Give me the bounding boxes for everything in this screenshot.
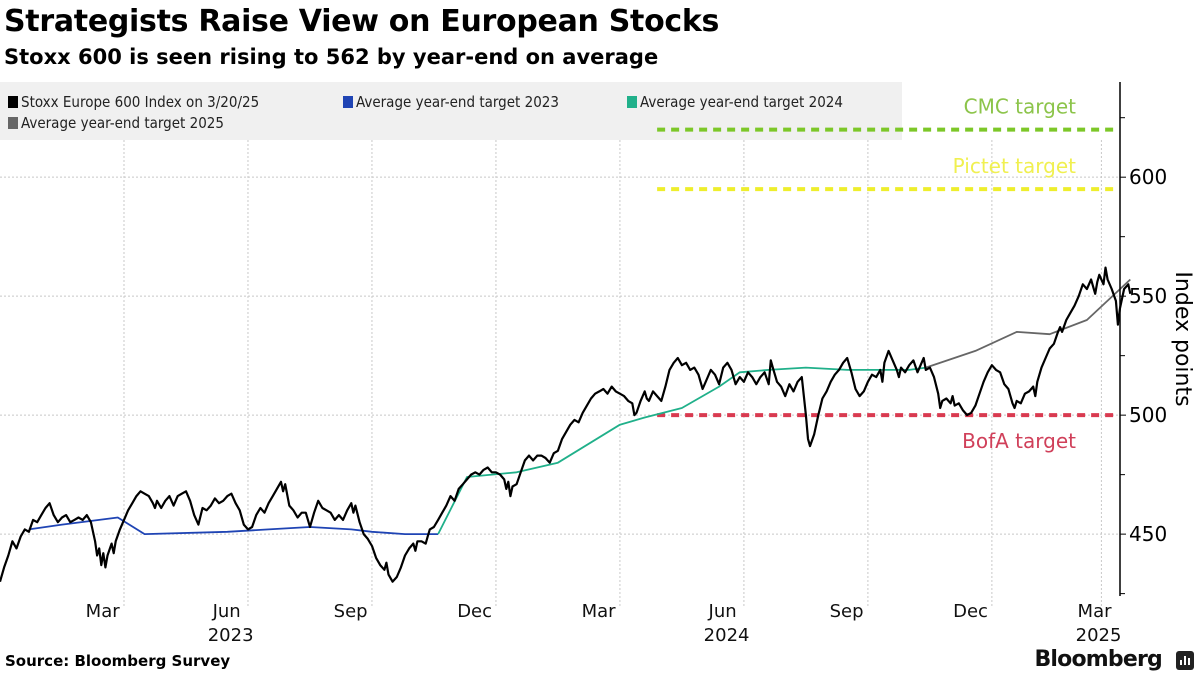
- x-tick-label: Mar: [1078, 601, 1113, 622]
- y-tick-label: 450: [1129, 522, 1167, 546]
- legend-item-stoxx: Stoxx Europe 600 Index on 3/20/25: [8, 93, 259, 111]
- x-tick-label: Dec: [457, 601, 492, 622]
- source-note: Source: Bloomberg Survey: [5, 652, 231, 670]
- x-axis: Mar Jun 2023 Sep Dec Mar Jun 2024 Sep Dec Mar 2025: [86, 601, 1122, 646]
- pictet-target-label: Pictet target: [953, 154, 1076, 178]
- legend-item-target-2023: Average year-end target 2023: [343, 93, 559, 111]
- series-line-average-year-end-target-2023: [28, 516, 439, 535]
- series-line-average-year-end-target-2024: [437, 366, 926, 535]
- x-tick-label: Sep: [830, 601, 864, 622]
- series-line-stoxx-europe-600-index-on-3-20-25: [0, 266, 1132, 583]
- x-tick-label: Sep: [334, 601, 368, 622]
- y-axis: 450 500 550 600 Index points: [1119, 82, 1195, 596]
- legend-swatch-target-2025: [8, 117, 18, 129]
- bloomberg-chart-icon: [1176, 651, 1194, 670]
- x-tick-label: Dec: [953, 601, 988, 622]
- x-tick-label: Jun: [708, 601, 737, 622]
- chart-subtitle: Stoxx 600 is seen rising to 562 by year-…: [4, 45, 659, 69]
- series-line-average-year-end-target-2025: [925, 278, 1131, 369]
- legend-item-target-2025: Average year-end target 2025: [8, 114, 224, 132]
- series-lines: [0, 266, 1132, 583]
- legend-label: Stoxx Europe 600 Index on 3/20/25: [21, 93, 260, 111]
- legend-swatch-target-2023: [343, 96, 353, 108]
- reference-lines: CMC target Pictet target BofA target: [657, 95, 1116, 453]
- x-tick-label: Jun: [212, 601, 241, 622]
- bloomberg-logo: Bloomberg: [1034, 647, 1162, 672]
- legend-label: Average year-end target 2023: [356, 93, 559, 111]
- y-tick-label: 550: [1129, 284, 1167, 308]
- y-axis-label: Index points: [1170, 271, 1195, 406]
- legend-swatch-target-2024: [627, 96, 637, 108]
- legend-item-target-2024: Average year-end target 2024: [627, 93, 843, 111]
- gridlines: [0, 140, 1120, 608]
- bofa-target-label: BofA target: [962, 429, 1076, 453]
- x-tick-label: Mar: [86, 601, 121, 622]
- legend-swatch-stoxx: [8, 96, 18, 108]
- cmc-target-label: CMC target: [964, 95, 1077, 119]
- y-tick-label: 500: [1129, 403, 1167, 427]
- x-year-label: 2024: [704, 625, 750, 646]
- legend-label: Average year-end target 2024: [640, 93, 843, 111]
- legend-label: Average year-end target 2025: [21, 114, 224, 132]
- x-year-label: 2025: [1076, 625, 1122, 646]
- y-tick-label: 600: [1129, 165, 1167, 189]
- x-tick-label: Mar: [582, 601, 617, 622]
- legend: Stoxx Europe 600 Index on 3/20/25 Averag…: [0, 82, 902, 140]
- x-year-label: 2023: [208, 625, 254, 646]
- chart-title: Strategists Raise View on European Stock…: [4, 4, 720, 39]
